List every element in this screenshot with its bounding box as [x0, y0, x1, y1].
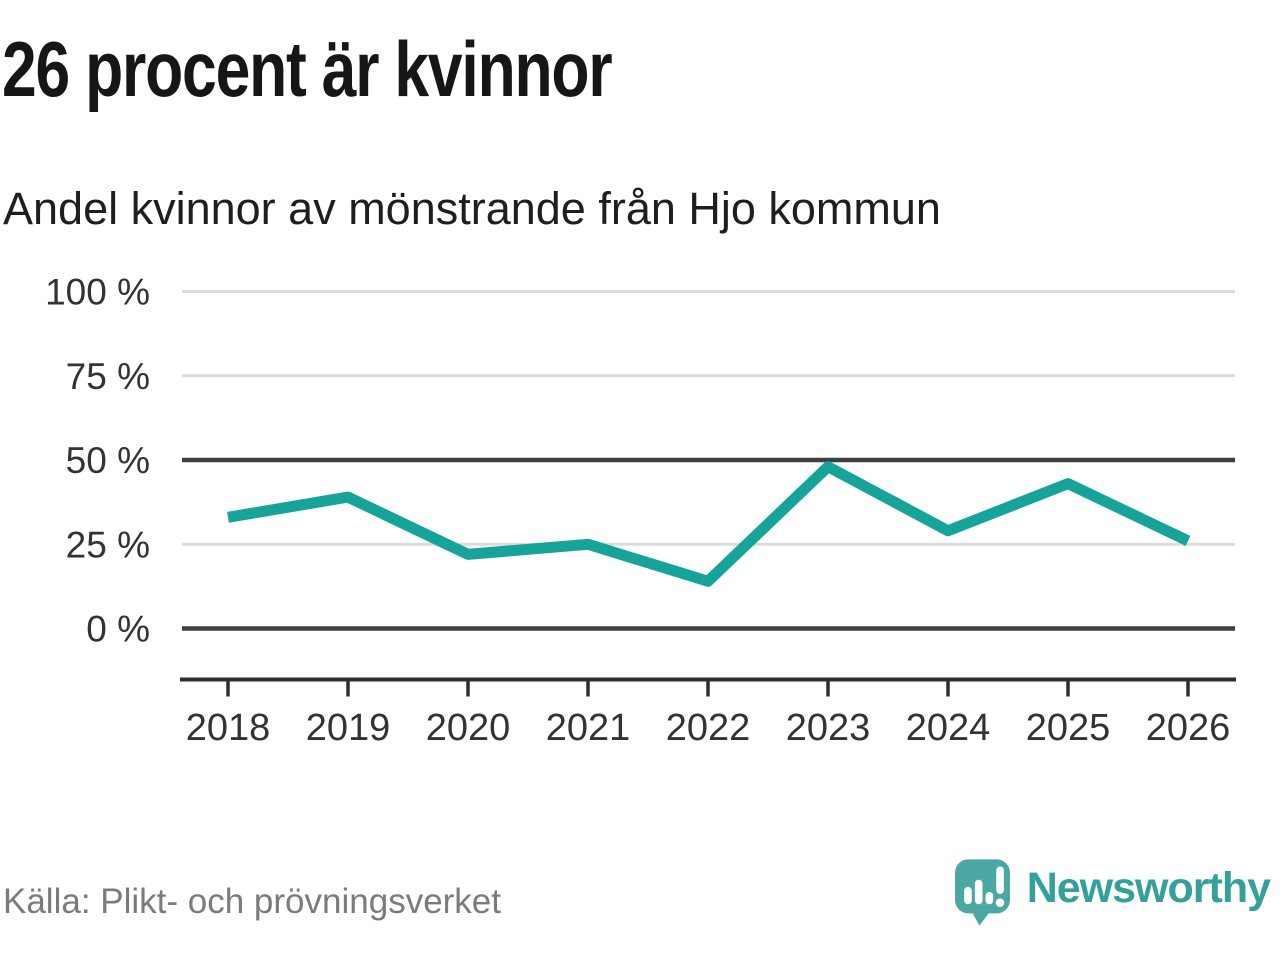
y-axis-label: 100 %: [45, 272, 150, 313]
y-axis-label: 75 %: [66, 356, 150, 397]
newsworthy-logo-icon: [954, 859, 1010, 926]
x-axis-label: 2025: [1026, 707, 1111, 749]
brand-logo: Newsworthy: [954, 858, 1271, 930]
chart-title: 26 procent är kvinnor: [2, 25, 613, 113]
data-line-series: [227, 461, 1191, 587]
x-axis-label: 2026: [1146, 707, 1231, 749]
chart-subtitle: Andel kvinnor av mönstrande från Hjo kom…: [3, 183, 941, 234]
source-attribution: Källa: Plikt- och prövningsverket: [3, 882, 501, 921]
x-axis-label: 2023: [786, 707, 871, 749]
brand-wordmark: Newsworthy: [1026, 864, 1271, 912]
x-axis-label: 2024: [906, 707, 991, 749]
y-axis-label: 50 %: [66, 440, 150, 481]
y-axis-label: 0 %: [86, 609, 150, 650]
x-axis-label: 2018: [186, 707, 271, 749]
x-axis-label: 2021: [546, 707, 631, 749]
x-axis-label: 2020: [426, 707, 511, 749]
y-axis-label: 25 %: [66, 524, 150, 565]
x-axis-label: 2022: [666, 707, 751, 749]
x-axis-label: 2019: [306, 707, 391, 749]
